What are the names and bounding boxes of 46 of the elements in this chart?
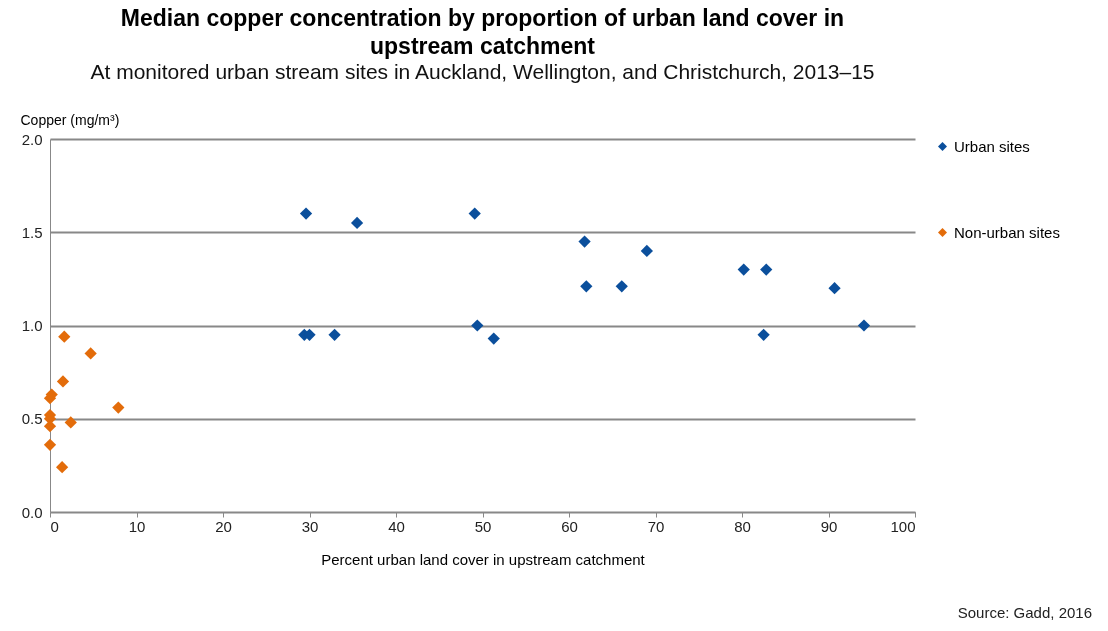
x-tick-label: 0 <box>50 517 59 535</box>
point <box>640 244 653 258</box>
source-note: Source: Gadd, 2016 <box>957 604 1092 621</box>
y-tick-label: 2.0 <box>21 130 43 148</box>
point <box>615 280 628 293</box>
point <box>84 347 97 360</box>
point <box>580 280 593 293</box>
chart-title: Median copper concentration by proportion of urban land cover in upstream catchment <box>120 5 845 59</box>
y-tick-label: 0.5 <box>21 410 43 428</box>
point <box>43 420 57 433</box>
point <box>760 263 773 276</box>
point <box>468 207 481 220</box>
point <box>828 282 841 295</box>
y-tick-label: 0.0 <box>21 503 43 521</box>
point <box>757 328 770 341</box>
x-tick-label: 100 <box>890 517 916 535</box>
chart-subtitle: At monitored urban stream sites in Auckland, Wellington, and Christchurch, 2013–15 <box>90 60 875 83</box>
x-tick-label: 40 <box>388 517 405 535</box>
y-axis-title: Copper (mg/m³) <box>20 111 120 128</box>
point <box>487 332 500 345</box>
x-tick-label: 10 <box>128 517 146 535</box>
x-tick-label: 60 <box>561 517 578 535</box>
x-axis-title: Percent urban land cover in upstream catchment <box>321 550 646 568</box>
x-tick-label: 80 <box>734 517 751 535</box>
point <box>328 328 341 341</box>
point <box>578 235 591 248</box>
point <box>64 416 77 429</box>
point <box>857 319 871 332</box>
point <box>737 263 750 276</box>
x-tick-label: 50 <box>474 517 492 535</box>
point <box>43 438 57 451</box>
point <box>55 461 69 474</box>
x-tick-label: 90 <box>820 517 838 535</box>
point <box>350 216 364 230</box>
point <box>299 207 313 220</box>
y-tick-label: 1.5 <box>21 223 43 241</box>
x-tick-label: 20 <box>215 517 232 535</box>
point <box>112 401 125 414</box>
point <box>471 319 484 332</box>
point <box>58 330 71 343</box>
y-tick-label: 1.0 <box>21 317 43 334</box>
legend-label: Urban sites <box>954 137 1030 155</box>
x-tick-label: 30 <box>301 517 319 535</box>
x-tick-label: 70 <box>647 517 665 535</box>
point <box>56 375 70 388</box>
legend-label: Non-urban sites <box>954 223 1060 241</box>
